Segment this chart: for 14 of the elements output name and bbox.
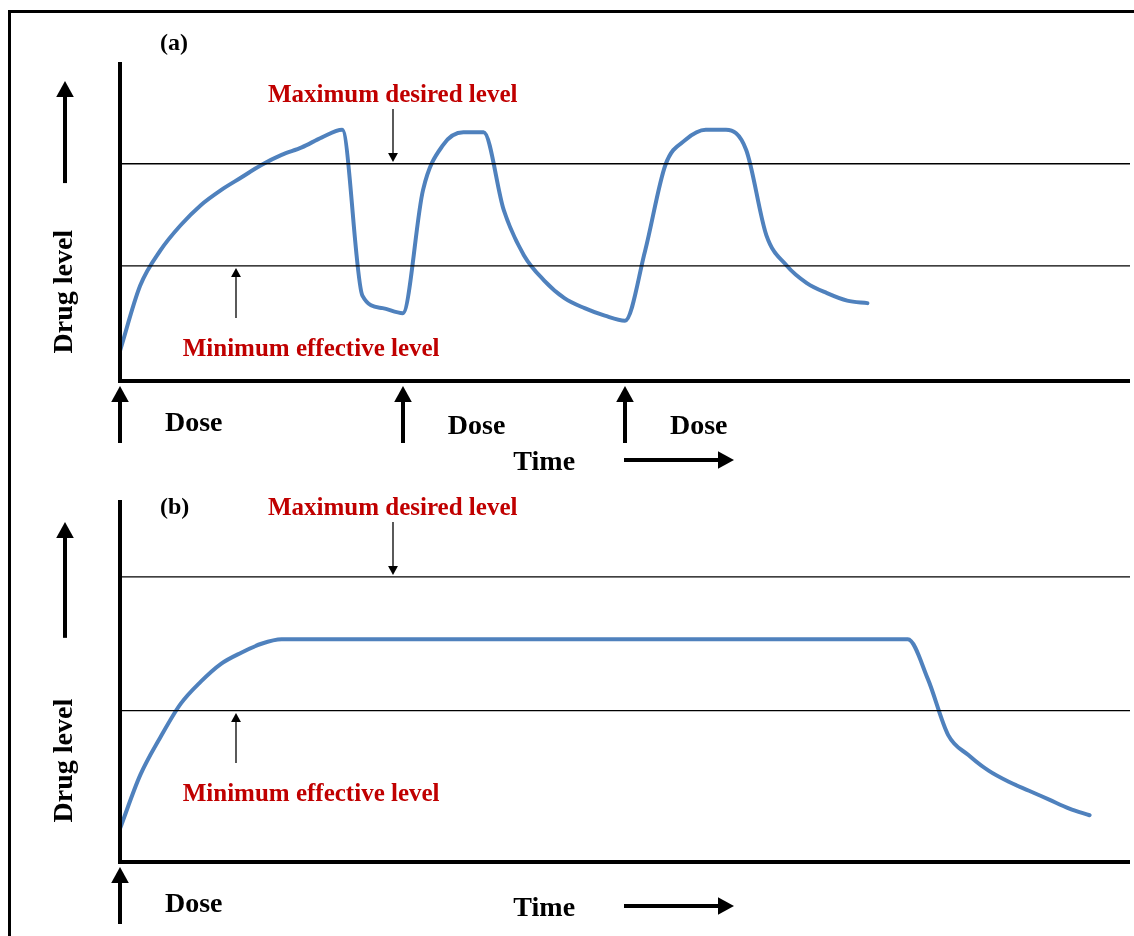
y-axis-title: Drug level — [47, 698, 79, 823]
text: Dose — [670, 409, 728, 440]
chart-title: (b) — [160, 493, 190, 519]
x-axis-title: Time — [513, 445, 576, 476]
text: Dose — [447, 409, 506, 440]
x-axis-title: Time — [513, 891, 576, 922]
ref-line-label: Maximum desired level — [267, 492, 518, 520]
text: Dose — [165, 406, 223, 437]
text: Dose — [165, 887, 223, 918]
legend-label: Minimum effective level — [182, 333, 440, 361]
ref-line-label: Maximum desired level — [267, 79, 518, 107]
legend-label: Minimum effective level — [182, 778, 440, 806]
chart-title: (a) — [160, 29, 188, 55]
y-axis-title: Drug level — [47, 229, 79, 354]
